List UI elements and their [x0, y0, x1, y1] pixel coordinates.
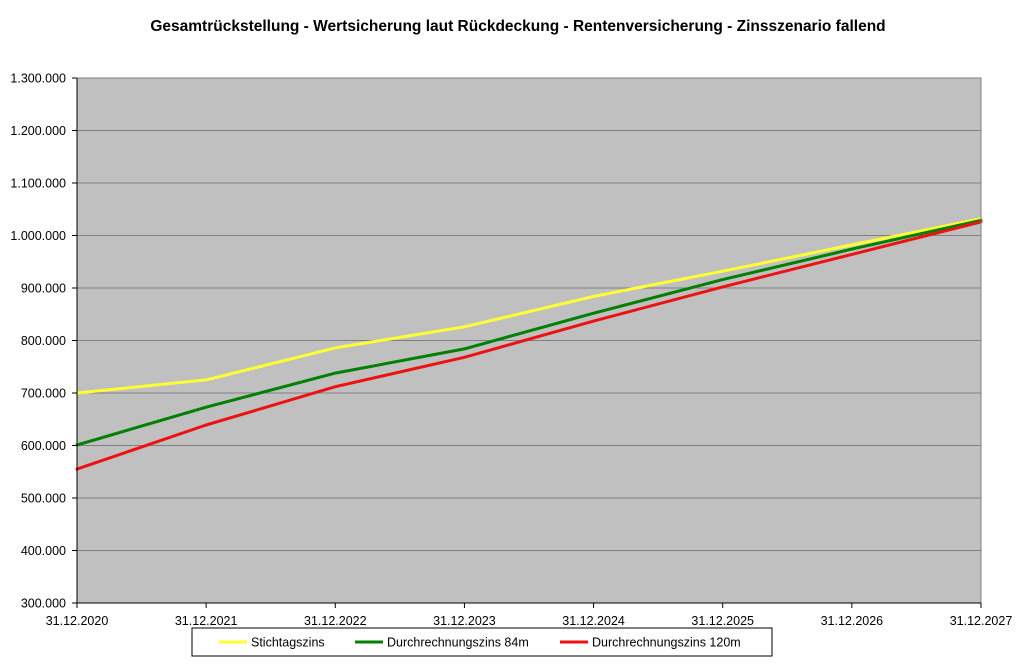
x-tick-label: 31.12.2020 [46, 614, 109, 628]
y-tick-label: 400.000 [21, 544, 66, 558]
y-tick-label: 1.100.000 [10, 177, 66, 191]
series-lines [75, 217, 983, 471]
x-tick-label: 31.12.2023 [433, 614, 496, 628]
x-tick-label: 31.12.2027 [950, 614, 1013, 628]
y-tick-label: 800.000 [21, 334, 66, 348]
y-tick-label: 1.200.000 [10, 124, 66, 138]
legend-label-3: Durchrechnungszins 120m [592, 636, 741, 650]
series-line-1 [75, 217, 983, 395]
legend-box [191, 627, 773, 657]
x-tick-label: 31.12.2022 [304, 614, 367, 628]
y-tick-label: 900.000 [21, 282, 66, 296]
x-tick-label: 31.12.2026 [821, 614, 884, 628]
y-tick-label: 500.000 [21, 492, 66, 506]
series-line-3 [75, 220, 983, 471]
y-tick-label: 700.000 [21, 387, 66, 401]
legend-label-2: Durchrechnungszins 84m [387, 636, 529, 650]
legend-label-1: Stichtagszins [251, 636, 325, 650]
y-tick-label: 300.000 [21, 597, 66, 611]
axes: 300.000 400.000 500.000 600.000 700.000 800.0… [10, 72, 1012, 629]
series-line-2 [75, 218, 983, 447]
chart-title: Gesamtrückstellung - Wertsicherung laut … [150, 18, 885, 35]
x-tick-label: 31.12.2021 [175, 614, 238, 628]
x-tick-label: 31.12.2024 [562, 614, 625, 628]
y-tick-label: 600.000 [21, 439, 66, 453]
x-tick-label: 31.12.2025 [691, 614, 754, 628]
y-tick-label: 1.300.000 [10, 72, 66, 86]
legend: Stichtagszins Durchrechnungszins 84m Durch… [191, 627, 773, 657]
y-tick-label: 1.000.000 [10, 229, 66, 243]
